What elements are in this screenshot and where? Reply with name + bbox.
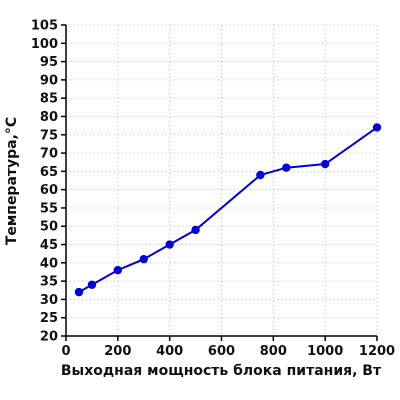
x-axis-ticks: 0 200 400 600 800 1000 1200	[61, 336, 395, 359]
x-tick-label: 400	[156, 344, 183, 359]
y-tick-label: 85	[40, 92, 58, 107]
data-point	[372, 123, 382, 132]
y-tick-label: 35	[40, 275, 58, 290]
y-tick-label: 95	[40, 55, 58, 70]
y-tick-label: 80	[40, 110, 58, 125]
x-tick-label: 1200	[359, 344, 395, 359]
y-tick-label: 70	[40, 147, 58, 162]
y-tick-label: 20	[40, 330, 58, 345]
y-tick-label: 55	[40, 201, 58, 216]
y-tick-label: 25	[40, 311, 58, 326]
y-tick-label: 65	[40, 165, 58, 180]
data-point	[74, 287, 84, 297]
y-tick-label: 100	[31, 37, 58, 52]
y-tick-label: 40	[40, 256, 58, 271]
data-point	[191, 225, 200, 235]
data-point	[256, 170, 265, 180]
data-point	[320, 159, 330, 169]
y-tick-label: 105	[31, 19, 58, 34]
series	[74, 123, 382, 297]
y-tick-label: 90	[40, 73, 58, 88]
y-tick-label: 50	[40, 220, 58, 235]
y-tick-label: 60	[40, 183, 58, 198]
x-axis-title: Выходная мощность блока питания, Вт	[61, 363, 382, 379]
grid	[66, 24, 378, 336]
y-tick-label: 45	[40, 238, 58, 253]
x-tick-label: 1000	[307, 344, 343, 359]
data-point	[165, 240, 174, 249]
series-line	[78, 126, 378, 293]
y-axis-title: Температура,°C	[4, 117, 20, 245]
x-tick-label: 0	[61, 344, 70, 359]
data-point	[113, 265, 123, 275]
data-point	[87, 280, 97, 289]
data-point	[282, 163, 291, 172]
x-tick-label: 200	[104, 344, 131, 359]
y-tick-label: 30	[40, 293, 58, 308]
data-point	[139, 254, 148, 264]
x-tick-label: 600	[208, 344, 235, 359]
y-axis-ticks: 20 25 30 35 40 45 50 55 60 65 70 75 80 85 90 95 100 105	[31, 19, 66, 345]
x-tick-label: 800	[260, 344, 287, 359]
y-tick-label: 75	[40, 128, 58, 143]
